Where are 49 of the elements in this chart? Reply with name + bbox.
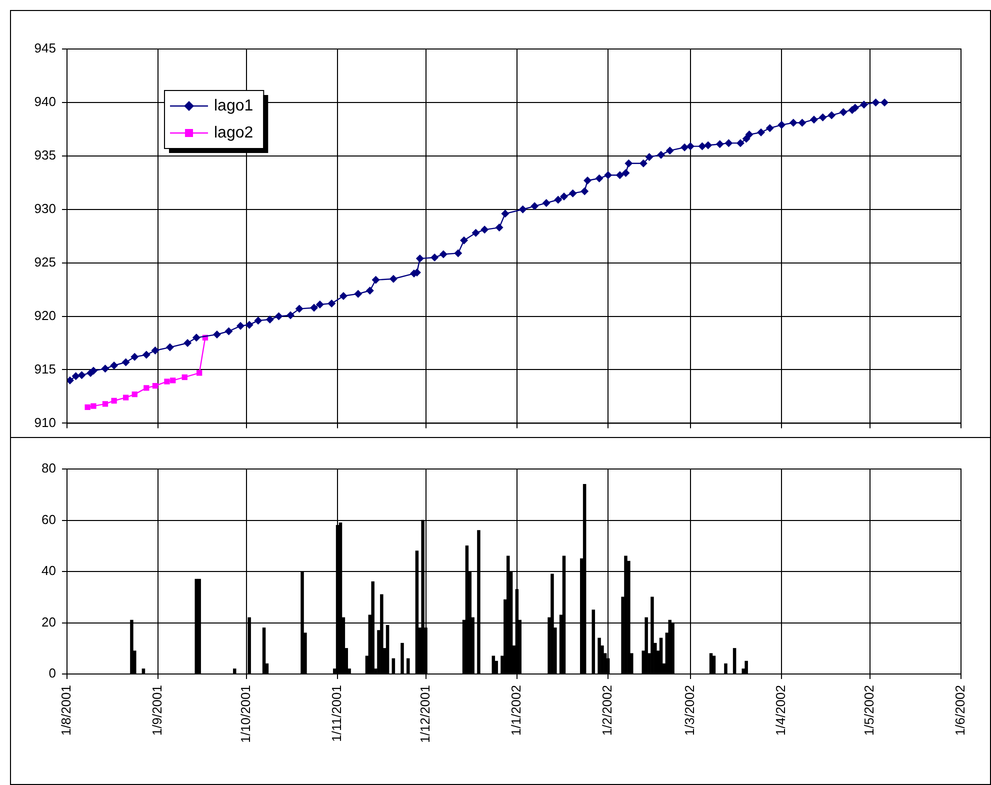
point xyxy=(182,374,188,380)
legend-label: lago2 xyxy=(214,124,254,142)
point xyxy=(111,398,117,404)
x-tick-label: 1/1/2002 xyxy=(508,685,524,736)
point xyxy=(132,392,138,398)
y-tick-label: 940 xyxy=(34,94,56,110)
bar xyxy=(712,656,716,674)
legend-label: lago1 xyxy=(214,97,254,114)
point xyxy=(144,385,150,391)
x-tick-label: 1/2/2002 xyxy=(600,685,615,736)
x-tick-label: 1/8/2001 xyxy=(58,685,74,736)
bar xyxy=(744,660,748,674)
bar xyxy=(232,668,236,674)
point xyxy=(196,370,202,376)
bar xyxy=(659,638,663,674)
y-tick-label: 920 xyxy=(34,308,56,323)
point xyxy=(84,404,90,410)
bar xyxy=(732,648,736,674)
x-tick-label: 1/3/2002 xyxy=(682,685,698,736)
point xyxy=(164,378,170,384)
y-tick-label: 40 xyxy=(42,563,56,578)
bar xyxy=(262,628,266,674)
point xyxy=(90,403,96,409)
x-tick-label: 1/10/2001 xyxy=(238,685,253,743)
bar xyxy=(406,658,410,674)
point xyxy=(122,394,129,400)
x-tick-label: 1/11/2001 xyxy=(329,685,344,742)
y-tick-label: 945 xyxy=(34,40,56,56)
bar xyxy=(724,663,728,674)
x-tick-label: 1/6/2002 xyxy=(952,685,968,736)
y-tick-label: 925 xyxy=(34,254,56,270)
x-tick-label: 1/9/2001 xyxy=(150,685,165,736)
x-tick-label: 1/4/2002 xyxy=(773,685,788,736)
y-tick-label: 80 xyxy=(42,460,56,476)
y-tick-label: 60 xyxy=(42,512,56,527)
y-tick-label: 910 xyxy=(34,414,56,430)
x-tick-label: 1/12/2001 xyxy=(417,685,432,743)
y-tick-label: 0 xyxy=(48,666,56,681)
point xyxy=(102,401,108,407)
y-tick-label: 915 xyxy=(34,361,56,376)
bar xyxy=(400,642,404,674)
bar xyxy=(598,638,601,674)
point xyxy=(152,382,158,389)
y-tick-label: 930 xyxy=(34,200,56,216)
bar xyxy=(709,653,713,674)
x-tick-label: 1/5/2002 xyxy=(861,685,876,736)
point xyxy=(170,378,176,384)
y-tick-label: 935 xyxy=(34,147,56,162)
y-tick-label: 20 xyxy=(42,614,56,630)
